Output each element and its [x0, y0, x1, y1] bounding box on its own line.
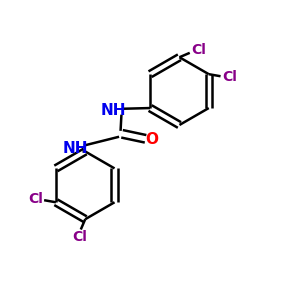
Text: O: O — [145, 132, 158, 147]
Text: NH: NH — [100, 103, 126, 118]
Text: Cl: Cl — [222, 70, 237, 84]
Text: Cl: Cl — [191, 43, 206, 57]
Text: NH: NH — [62, 141, 88, 156]
Text: Cl: Cl — [72, 230, 87, 244]
Text: Cl: Cl — [28, 192, 43, 206]
